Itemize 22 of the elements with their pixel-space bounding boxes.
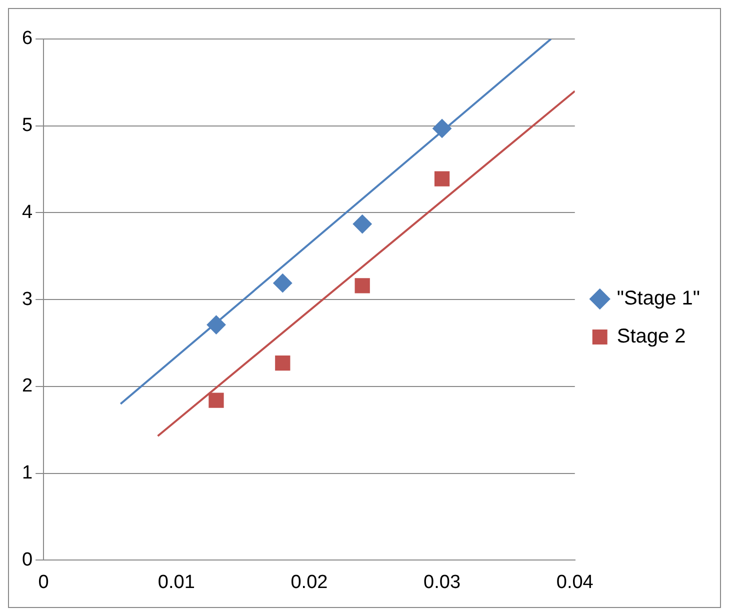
point — [352, 214, 372, 234]
point — [273, 274, 292, 293]
y-tick-label: 5 — [22, 115, 33, 136]
point — [354, 278, 370, 294]
x-tick-label: 0 — [38, 572, 49, 593]
point — [206, 315, 226, 334]
y-tick-label: 1 — [22, 462, 33, 484]
point — [432, 118, 452, 138]
point — [434, 171, 450, 186]
y-tick-label: 3 — [22, 288, 33, 310]
x-tick-label: 0.02 — [290, 572, 328, 593]
legend-label: Stage 2 — [616, 326, 686, 348]
x-tick-label: 0.01 — [158, 572, 195, 593]
legend-label: "Stage 1" — [616, 288, 700, 310]
y-tick-label: 6 — [22, 28, 33, 50]
point — [275, 355, 290, 371]
y-tick-label: 4 — [22, 202, 33, 223]
y-tick-label: 0 — [22, 549, 33, 570]
x-tick-label: 0.04 — [556, 572, 594, 593]
point — [208, 392, 224, 408]
x-tick-label: 0.03 — [424, 572, 461, 593]
y-tick-label: 2 — [22, 376, 33, 397]
